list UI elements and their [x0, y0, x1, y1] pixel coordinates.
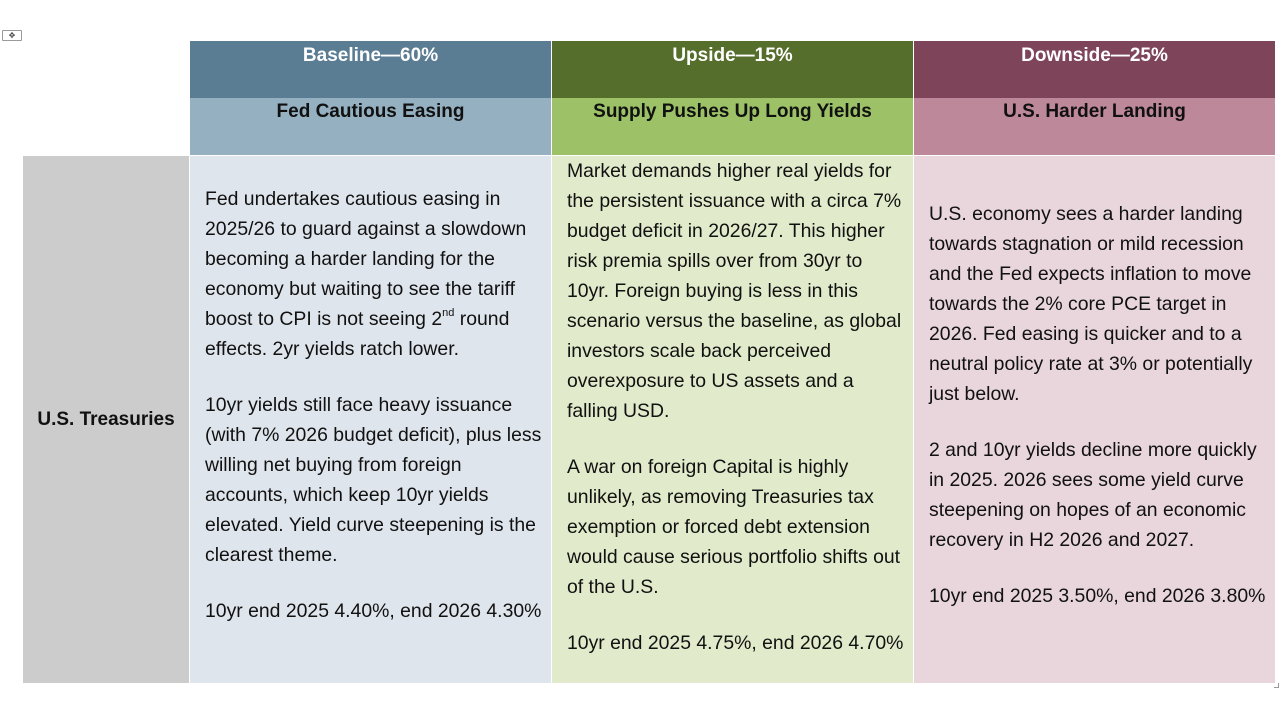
row-label: U.S. Treasuries	[37, 408, 175, 430]
downside-subheader: U.S. Harder Landing	[914, 98, 1275, 155]
upside-paragraph-1: Market demands higher real yields for th…	[567, 160, 902, 422]
upside-subheader: Supply Pushes Up Long Yields	[552, 98, 913, 155]
upside-subtitle: Supply Pushes Up Long Yields	[593, 101, 872, 122]
baseline-forecast: 10yr end 2025 4.40%, end 2026 4.30%	[205, 600, 542, 622]
downside-subtitle: U.S. Harder Landing	[1003, 101, 1186, 122]
downside-body: U.S. economy sees a harder landing towar…	[914, 156, 1275, 683]
baseline-body: Fed undertakes cautious easing in 2025/2…	[190, 156, 551, 683]
baseline-title: Baseline—60%	[302, 45, 439, 66]
baseline-subheader: Fed Cautious Easing	[190, 98, 551, 155]
upside-paragraph-2: A war on foreign Capital is highly unlik…	[567, 456, 901, 598]
downside-title: Downside—25%	[1021, 45, 1168, 66]
downside-paragraph-1: U.S. economy sees a harder landing towar…	[929, 203, 1253, 405]
baseline-subtitle: Fed Cautious Easing	[276, 101, 465, 122]
upside-forecast: 10yr end 2025 4.75%, end 2026 4.70%	[567, 632, 904, 654]
upside-title: Upside—15%	[672, 45, 793, 66]
downside-paragraph-2: 2 and 10yr yields decline more quickly i…	[929, 439, 1257, 551]
baseline-superscript: nd	[442, 307, 455, 319]
table-move-handle[interactable]: ✥	[2, 30, 22, 41]
table-resize-handle[interactable]	[1274, 683, 1279, 688]
downside-forecast: 10yr end 2025 3.50%, end 2026 3.80%	[929, 585, 1266, 607]
baseline-header: Baseline—60%	[190, 41, 551, 98]
baseline-paragraph-2: 10yr yields still face heavy issuance (w…	[205, 394, 542, 566]
downside-header: Downside—25%	[914, 41, 1275, 98]
upside-header: Upside—15%	[552, 41, 913, 98]
upside-body: Market demands higher real yields for th…	[552, 156, 913, 683]
baseline-paragraph-1: Fed undertakes cautious easing in 2025/2…	[205, 188, 527, 360]
row-label-cell: U.S. Treasuries	[23, 156, 189, 683]
